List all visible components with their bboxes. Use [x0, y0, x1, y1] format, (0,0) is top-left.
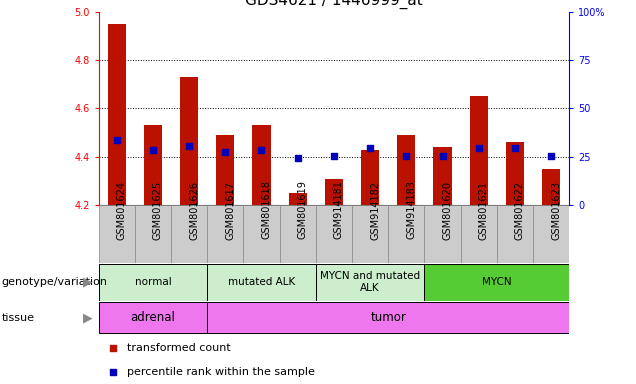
Point	[107, 345, 118, 351]
Text: GSM801624: GSM801624	[116, 180, 127, 240]
Bar	[171, 205, 207, 263]
Bar	[207, 264, 316, 301]
Text: tissue: tissue	[1, 313, 34, 323]
Point	[329, 153, 339, 159]
Text: GSM801621: GSM801621	[479, 180, 488, 240]
Text: tumor: tumor	[370, 311, 406, 324]
Bar	[361, 150, 379, 205]
Text: MYCN: MYCN	[482, 277, 511, 287]
Point	[365, 146, 375, 152]
Text: GSM914181: GSM914181	[334, 180, 344, 240]
Point	[293, 155, 303, 161]
Bar	[542, 169, 560, 205]
Bar	[316, 205, 352, 263]
Bar	[180, 77, 198, 205]
Text: normal: normal	[134, 277, 171, 287]
Text: GSM801619: GSM801619	[298, 180, 308, 240]
Bar	[424, 205, 460, 263]
Text: percentile rank within the sample: percentile rank within the sample	[127, 366, 315, 377]
Bar	[398, 135, 415, 205]
Bar	[216, 135, 234, 205]
Bar	[533, 205, 569, 263]
Bar	[316, 264, 424, 301]
Text: GSM801618: GSM801618	[261, 180, 272, 240]
Text: GSM801626: GSM801626	[189, 180, 199, 240]
Text: mutated ALK: mutated ALK	[228, 277, 295, 287]
Bar	[144, 126, 162, 205]
Bar	[99, 302, 207, 333]
Point	[401, 153, 411, 159]
Text: transformed count: transformed count	[127, 343, 231, 353]
Point	[510, 146, 520, 152]
Text: GSM801622: GSM801622	[515, 180, 525, 240]
Bar	[460, 205, 497, 263]
Text: GSM914183: GSM914183	[406, 180, 417, 240]
Bar	[388, 205, 424, 263]
Point	[220, 149, 230, 155]
Bar	[434, 147, 452, 205]
Point	[148, 147, 158, 153]
Text: GSM801625: GSM801625	[153, 180, 163, 240]
Bar	[107, 24, 126, 205]
Bar	[506, 142, 524, 205]
Bar	[244, 205, 280, 263]
Text: adrenal: adrenal	[130, 311, 176, 324]
Bar	[352, 205, 388, 263]
Bar	[469, 96, 488, 205]
Text: GSM914182: GSM914182	[370, 180, 380, 240]
Bar	[135, 205, 171, 263]
Point	[256, 147, 266, 153]
Bar	[207, 205, 244, 263]
Bar	[99, 264, 207, 301]
Text: GSM801623: GSM801623	[551, 180, 561, 240]
Bar	[325, 179, 343, 205]
Bar	[207, 302, 569, 333]
Bar	[289, 193, 307, 205]
Point	[438, 153, 448, 159]
Point	[474, 146, 484, 152]
Text: MYCN and mutated
ALK: MYCN and mutated ALK	[320, 271, 420, 293]
Text: genotype/variation: genotype/variation	[1, 277, 107, 287]
Bar	[99, 205, 135, 263]
Point	[111, 137, 121, 143]
Text: ▶: ▶	[83, 311, 92, 324]
Text: GSM801620: GSM801620	[443, 180, 452, 240]
Bar	[424, 264, 569, 301]
Text: ▶: ▶	[83, 276, 92, 289]
Point	[184, 143, 194, 149]
Title: GDS4621 / 1446999_at: GDS4621 / 1446999_at	[245, 0, 423, 9]
Bar	[252, 126, 270, 205]
Point	[107, 369, 118, 375]
Point	[546, 153, 556, 159]
Bar	[497, 205, 533, 263]
Text: GSM801617: GSM801617	[225, 180, 235, 240]
Bar	[280, 205, 316, 263]
